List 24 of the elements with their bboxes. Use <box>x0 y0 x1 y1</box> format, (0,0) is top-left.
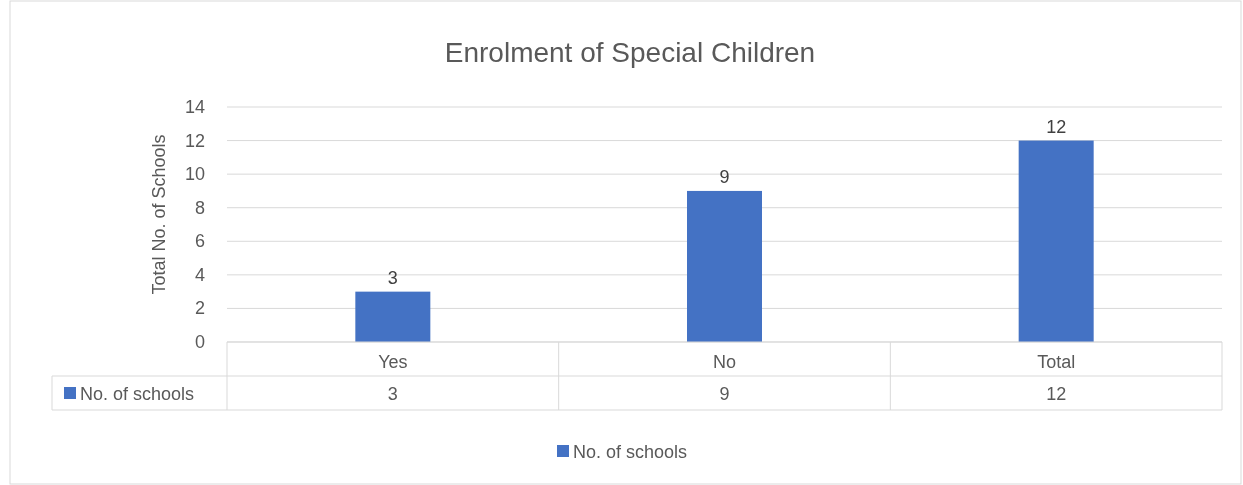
data-label: 9 <box>719 384 730 404</box>
y-tick-label: 12 <box>184 130 205 151</box>
legend-label: No. of schools <box>573 442 688 462</box>
x-tick-label: Total <box>1037 352 1076 372</box>
y-tick-label: 0 <box>194 332 205 352</box>
data-label: 12 <box>1046 384 1067 404</box>
y-axis-title: Total No. of Schools <box>149 134 169 295</box>
data-label: 3 <box>387 384 398 404</box>
bar <box>1018 140 1094 342</box>
y-tick-label: 10 <box>184 164 205 185</box>
y-tick-label: 2 <box>194 298 205 319</box>
annotation: 12 <box>1046 116 1067 137</box>
y-tick-label: 6 <box>194 231 205 252</box>
annotation: 3 <box>387 267 398 288</box>
bar <box>355 291 431 342</box>
chart-title: Enrolment of Special Children <box>444 37 816 68</box>
bar <box>687 190 762 342</box>
x-tick-label: No <box>712 352 737 372</box>
text: No. of schools <box>80 384 195 404</box>
y-tick-label: 4 <box>194 264 205 285</box>
annotation: 9 <box>719 166 730 187</box>
y-tick-label: 8 <box>194 197 205 218</box>
x-tick-label: Yes <box>378 352 408 372</box>
y-tick-label: 14 <box>184 97 205 117</box>
